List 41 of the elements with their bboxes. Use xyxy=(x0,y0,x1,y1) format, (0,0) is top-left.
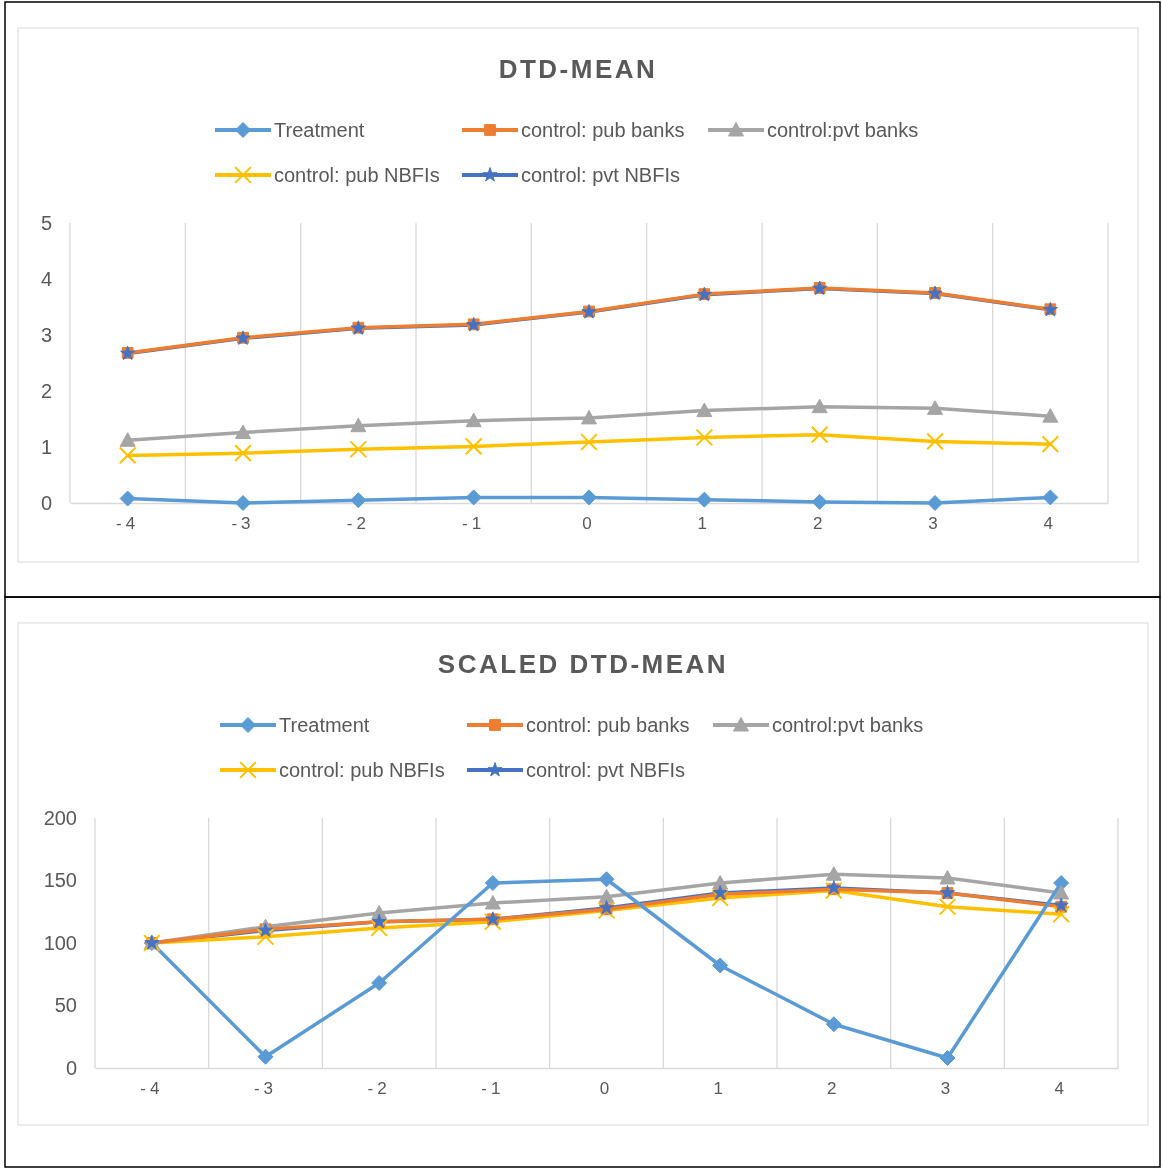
x-tick-label: 4 xyxy=(1043,514,1058,534)
x-tick-label: 1 xyxy=(697,514,712,534)
x-tick-label: -4 xyxy=(140,1079,164,1099)
y-tick-label: 4 xyxy=(40,267,52,290)
x-tick-label: 2 xyxy=(827,1079,841,1099)
chart-title: SCALED DTD-MEAN xyxy=(437,649,729,679)
x-tick-label: -4 xyxy=(116,514,140,534)
x-tick-label: -2 xyxy=(346,514,370,534)
x-tick-label: 2 xyxy=(812,514,827,534)
x-tick-label: -1 xyxy=(462,514,486,534)
y-tick-label: 3 xyxy=(40,323,52,346)
y-tick-label: 200 xyxy=(43,806,77,829)
y-tick-label: 1 xyxy=(40,435,52,458)
x-tick-label: -3 xyxy=(253,1079,278,1099)
legend-label: control: pvt NBFIs xyxy=(521,164,680,186)
legend-label: control:pvt banks xyxy=(772,714,924,736)
chart-title: DTD-MEAN xyxy=(498,54,658,84)
x-tick-label: -3 xyxy=(231,514,255,534)
y-tick-label: 5 xyxy=(40,211,52,234)
legend-label: Treatment xyxy=(279,714,370,736)
y-tick-label: 50 xyxy=(54,994,77,1017)
x-tick-label: 4 xyxy=(1054,1079,1068,1099)
y-tick-label: 100 xyxy=(43,931,77,954)
x-tick-label: 0 xyxy=(599,1079,614,1099)
legend-label: control: pvt NBFIs xyxy=(526,759,685,781)
y-tick-label: 0 xyxy=(40,491,52,514)
legend-label: control:pvt banks xyxy=(767,119,919,141)
x-tick-label: -1 xyxy=(481,1079,505,1099)
legend-label: control: pub NBFIs xyxy=(279,759,445,781)
legend-label: control: pub NBFIs xyxy=(274,164,440,186)
y-tick-label: 2 xyxy=(40,379,52,402)
legend-label: Treatment xyxy=(274,119,365,141)
legend-label: control: pub banks xyxy=(526,714,690,736)
y-tick-label: 0 xyxy=(65,1056,77,1079)
x-tick-label: 0 xyxy=(582,514,596,534)
y-tick-label: 150 xyxy=(43,869,77,892)
x-tick-label: 3 xyxy=(928,514,942,534)
legend-label: control: pub banks xyxy=(521,119,685,141)
x-tick-label: 3 xyxy=(940,1079,955,1099)
x-tick-label: -2 xyxy=(367,1079,391,1099)
x-tick-label: 1 xyxy=(713,1079,727,1099)
